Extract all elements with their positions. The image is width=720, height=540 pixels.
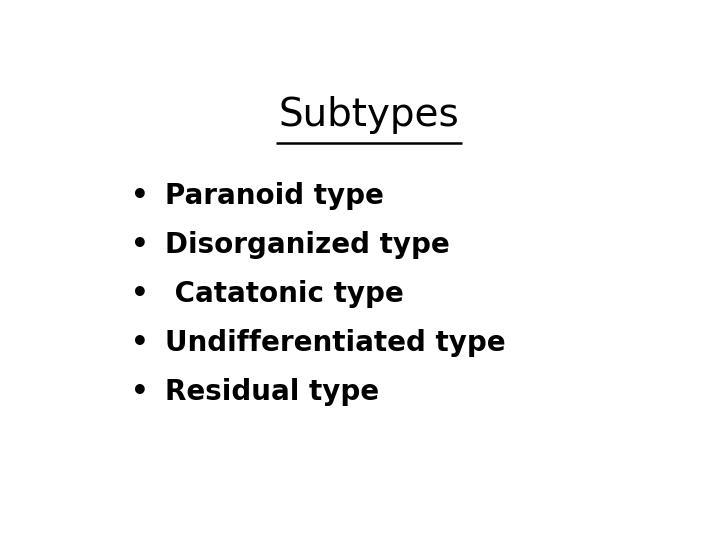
Text: Subtypes: Subtypes (279, 96, 459, 134)
Text: Disorganized type: Disorganized type (166, 231, 450, 259)
Text: Undifferentiated type: Undifferentiated type (166, 329, 506, 357)
Text: Paranoid type: Paranoid type (166, 182, 384, 210)
Text: •: • (131, 378, 149, 406)
Text: Residual type: Residual type (166, 378, 379, 406)
Text: •: • (131, 182, 149, 210)
Text: Catatonic type: Catatonic type (166, 280, 404, 308)
Text: •: • (131, 329, 149, 357)
Text: •: • (131, 231, 149, 259)
Text: •: • (131, 280, 149, 308)
